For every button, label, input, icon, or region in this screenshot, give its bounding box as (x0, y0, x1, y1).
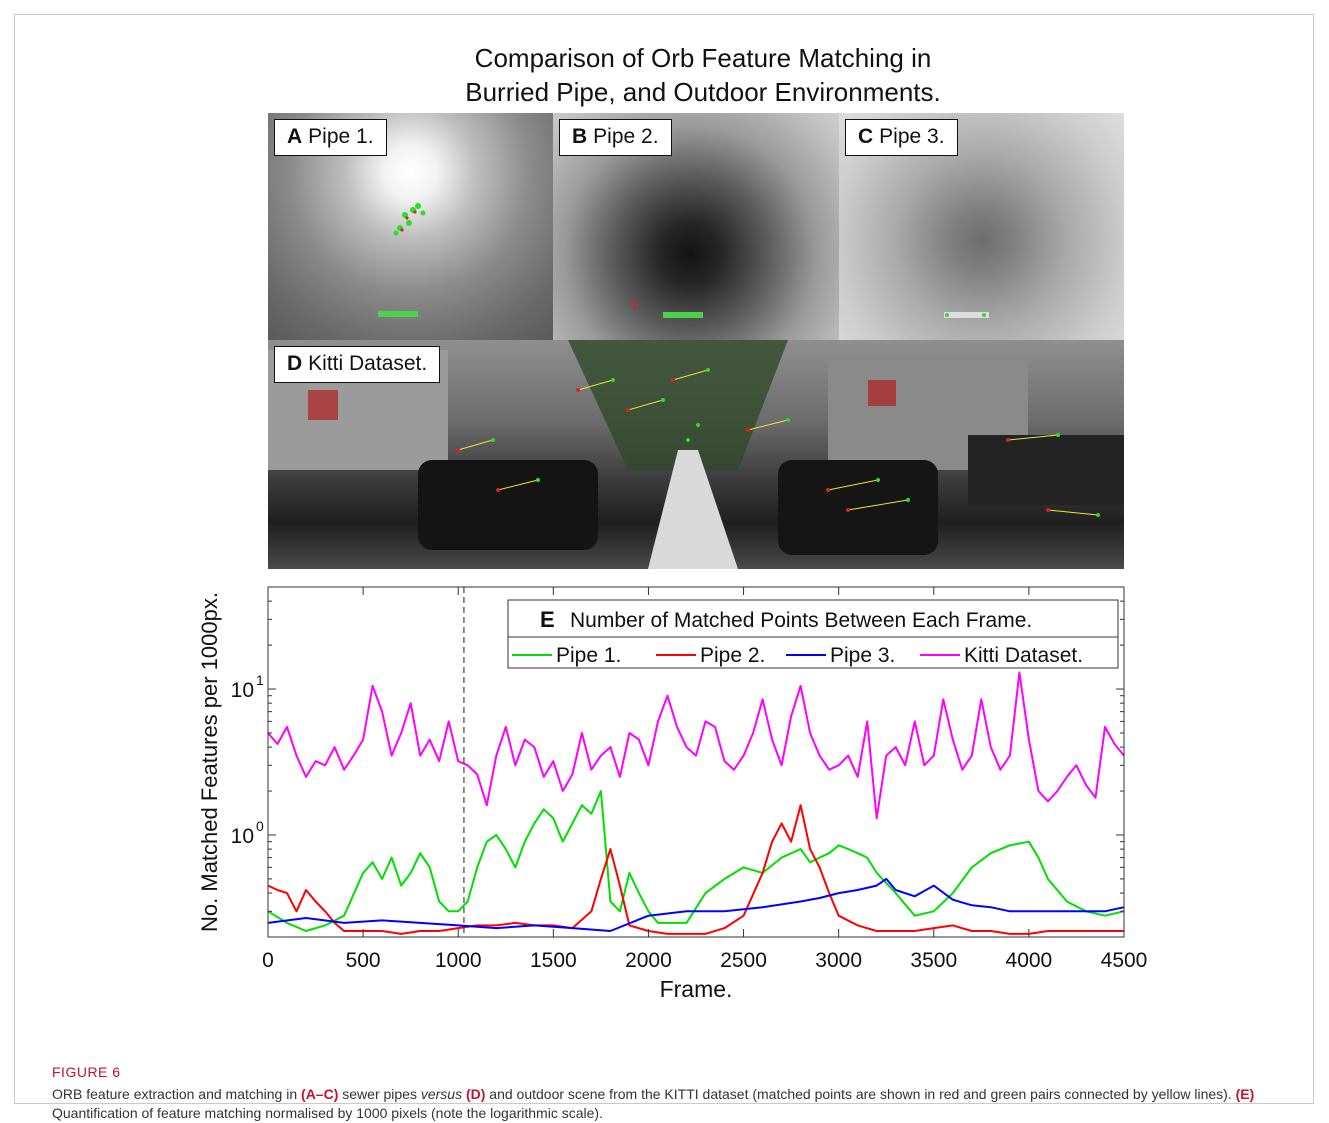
y-tick-label-exp-0: 0 (256, 818, 264, 834)
pipe-3-feature-marks (944, 312, 989, 318)
panel-b-label: B Pipe 2. (559, 119, 672, 156)
panel-c-label: C Pipe 3. (845, 119, 958, 156)
panel-c-pipe-3-image: C Pipe 3. (839, 113, 1124, 340)
kitti-scene (268, 340, 1124, 569)
panel-c-text: Pipe 3. (879, 125, 945, 148)
caption-versus: versus (420, 1086, 463, 1102)
caption-label: FIGURE 6 (52, 1064, 121, 1080)
pipe-3-overlay-bar (944, 312, 989, 318)
legend-entry-1: Pipe 1. (556, 644, 621, 667)
pipe-2-feature-marks (631, 301, 703, 318)
x-tick-label-8: 4000 (1006, 949, 1053, 972)
caption-ref-e: (E) (1235, 1086, 1255, 1102)
legend-box (507, 599, 1119, 669)
panel-b-text: Pipe 2. (593, 125, 659, 148)
x-tick-label-4: 2000 (625, 949, 672, 972)
panel-a-pipe-1-image: A Pipe 1. (268, 113, 553, 340)
pipe-2-overlay-bar (663, 312, 703, 318)
legend-entry-2: Pipe 2. (700, 644, 765, 667)
panel-b-letter: B (572, 125, 588, 148)
legend-title: Number of Matched Points Between Each Fr… (570, 609, 1032, 632)
kitti-window-red (308, 390, 338, 420)
x-tick-label-2: 1000 (435, 949, 482, 972)
pipe-3-matched-points (945, 313, 986, 317)
panel-e-letter: E (540, 607, 555, 632)
kitti-car-right (778, 460, 938, 555)
x-tick-label-0: 0 (262, 949, 274, 972)
figure-title-line-1: Comparison of Orb Feature Matching in (474, 43, 932, 73)
figure-title-line-2: Burried Pipe, and Outdoor Environments. (465, 77, 941, 107)
y-axis-label: No. Matched Features per 1000px. (197, 592, 222, 932)
kitti-match-lines (457, 369, 1099, 516)
caption-ref-d: (D) (465, 1086, 486, 1102)
panel-a-letter: A (287, 125, 303, 148)
pipe-1-feature-marks (378, 203, 426, 317)
x-tick-label-9: 4500 (1101, 949, 1148, 972)
y-tick-label-exp-1: 1 (256, 672, 264, 688)
pipe-2-matched-points (631, 301, 637, 310)
x-tick-label-5: 2500 (720, 949, 767, 972)
series-line-1 (267, 790, 1125, 932)
panel-c-letter: C (858, 125, 874, 148)
x-tick-label-6: 3000 (815, 949, 862, 972)
kitti-match-points-green (491, 368, 1100, 517)
kitti-hedge (968, 435, 1124, 505)
y-tick-label-base-0: 10 (231, 825, 254, 848)
x-tick-label-7: 3500 (910, 949, 957, 972)
panel-d-kitti-image: D Kitti Dataset. (268, 340, 1124, 569)
pipe-1-overlay-bar (378, 311, 418, 317)
pipe-1-matched-points-red (400, 210, 417, 232)
series-line-4 (267, 671, 1125, 820)
kitti-trees (568, 340, 788, 470)
caption-t1: ORB feature extraction and matching in (52, 1086, 302, 1102)
kitti-road (648, 450, 738, 569)
caption-t4: and outdoor scene from the KITTI dataset… (485, 1086, 1236, 1102)
series-line-3 (267, 877, 1125, 932)
panel-a-label: A Pipe 1. (274, 119, 387, 156)
panel-b-pipe-2-image: B Pipe 2. (553, 113, 839, 340)
caption-t2: sewer pipes (338, 1086, 421, 1102)
series-line-2 (267, 804, 1124, 935)
panel-a-text: Pipe 1. (308, 125, 374, 148)
caption-text: ORB feature extraction and matching in (… (52, 1085, 1302, 1123)
legend-entry-4: Kitti Dataset. (964, 644, 1083, 667)
caption-ref-a-c: (A–C) (301, 1086, 339, 1102)
x-tick-label-3: 1500 (530, 949, 577, 972)
kitti-window-red-right (868, 380, 896, 406)
caption-t5: Quantification of feature matching norma… (52, 1105, 603, 1121)
x-axis-label: Frame. (660, 976, 733, 1002)
y-tick-label-base-1: 10 (231, 679, 254, 702)
kitti-match-points-red (456, 378, 1050, 512)
x-tick-label-1: 500 (346, 949, 381, 972)
panel-d-text: Kitti Dataset. (308, 352, 428, 375)
axes-box (267, 586, 1125, 938)
kitti-car-left (418, 460, 598, 550)
panel-d-letter: D (287, 352, 303, 375)
legend-entry-3: Pipe 3. (830, 644, 895, 667)
panel-d-label: D Kitti Dataset. (274, 346, 441, 383)
